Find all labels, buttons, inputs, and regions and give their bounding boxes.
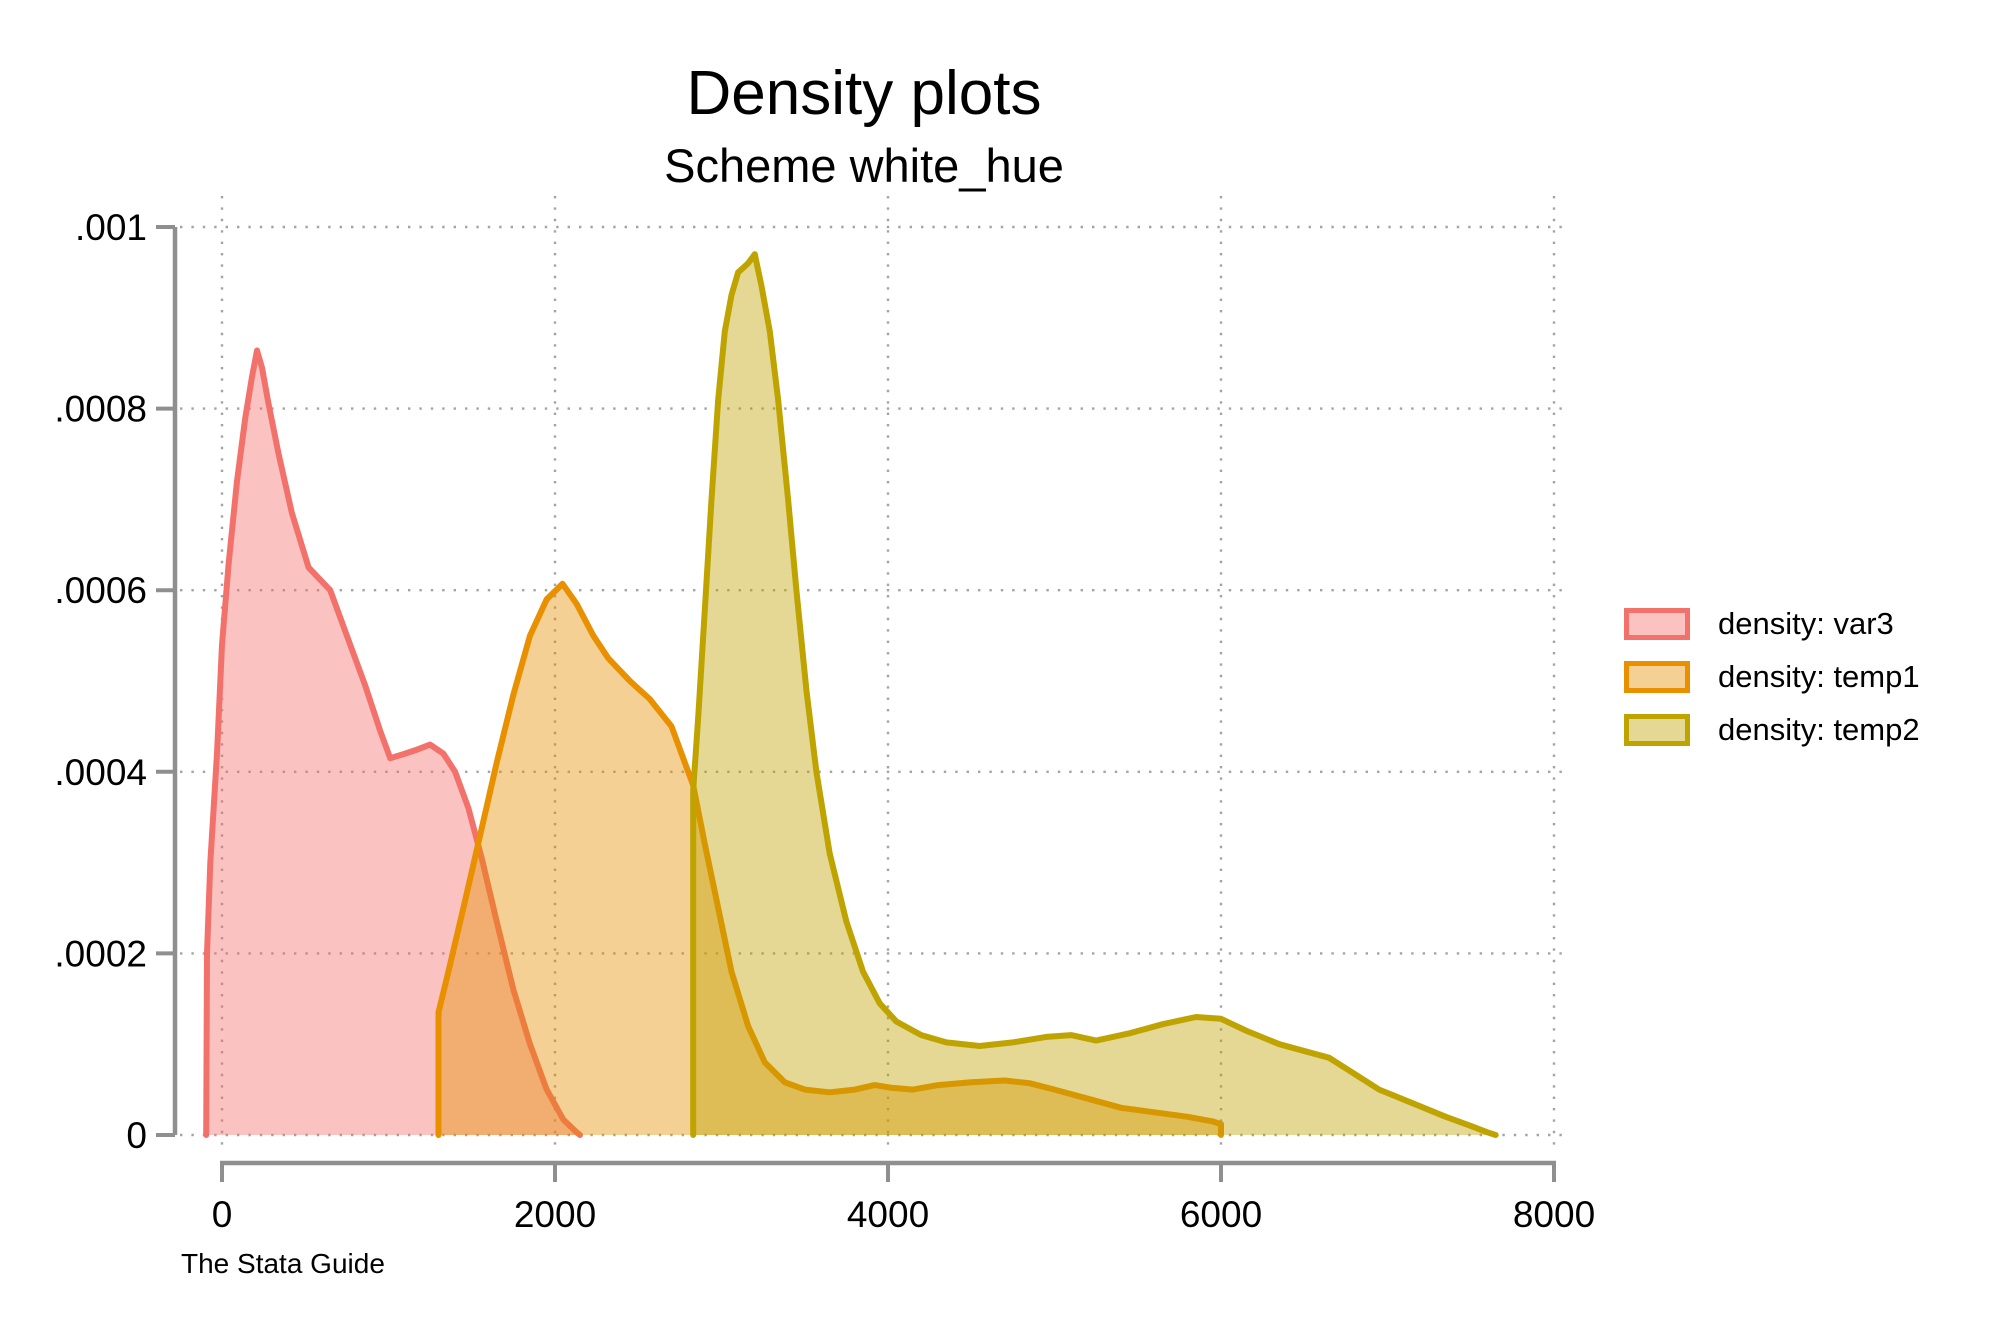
density-line-temp1: [435, 580, 1224, 1138]
x-tick-label: 0: [212, 1194, 233, 1235]
legend-label-temp2: density: temp2: [1718, 711, 1920, 747]
x-tick-label: 8000: [1513, 1194, 1595, 1235]
footer-note: The Stata Guide: [181, 1248, 385, 1279]
chart-title: Density plots: [686, 59, 1042, 128]
legend: density: var3 density: temp1 density: te…: [1624, 605, 1920, 748]
x-tick-label: 6000: [1180, 1194, 1262, 1235]
legend-item-var3: density: var3: [1624, 605, 1920, 642]
chart-subtitle: Scheme white_hue: [664, 139, 1064, 192]
y-tick-label: .0002: [54, 933, 147, 974]
density-area-temp2: [693, 254, 1496, 1135]
legend-swatch-var3: [1624, 607, 1690, 640]
density-area-temp1: [438, 583, 1221, 1135]
x-tick-label: 2000: [514, 1194, 596, 1235]
y-tick-label: 0: [126, 1115, 147, 1156]
y-tick-label: .0006: [54, 570, 147, 611]
density-line-temp2: [690, 251, 1499, 1138]
density-line-var3: [203, 347, 583, 1138]
y-tick-label: .0004: [54, 752, 147, 793]
y-tick-label: .001: [75, 207, 147, 248]
legend-label-temp1: density: temp1: [1718, 658, 1920, 694]
y-tick-label: .0008: [54, 389, 147, 430]
x-tick-label: 4000: [847, 1194, 929, 1235]
legend-label-var3: density: var3: [1718, 605, 1894, 641]
legend-item-temp1: density: temp1: [1624, 658, 1920, 695]
legend-item-temp2: density: temp2: [1624, 711, 1920, 748]
legend-swatch-temp2: [1624, 713, 1690, 746]
legend-swatch-temp1: [1624, 660, 1690, 693]
